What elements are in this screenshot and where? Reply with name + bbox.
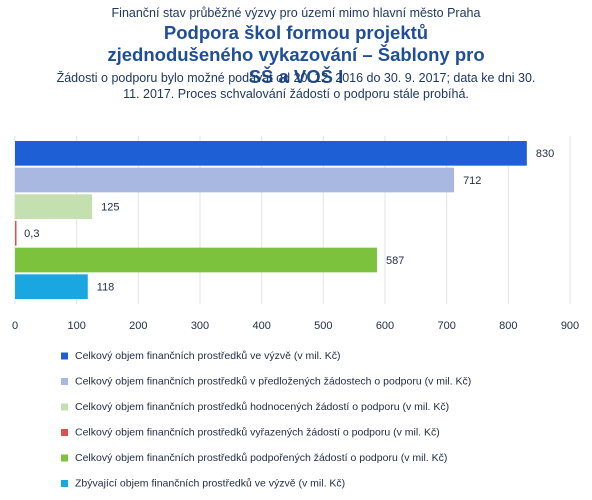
data-label: 0,3 — [24, 228, 39, 240]
legend-label: Zbývající objem finančních prostředků ve… — [75, 477, 345, 489]
bar — [15, 194, 93, 219]
x-tick-label: 900 — [561, 320, 579, 332]
x-tick-label: 400 — [252, 320, 270, 332]
legend-label: Celkový objem finančních prostředků ve v… — [75, 350, 341, 362]
x-tick-label: 800 — [499, 320, 517, 332]
legend-label: Celkový objem finančních prostředků hodn… — [75, 401, 449, 413]
x-tick-label: 700 — [437, 320, 455, 332]
data-label: 125 — [101, 202, 119, 214]
legend-swatch — [61, 454, 68, 462]
note: Žádosti o podporu bylo možné podávat od … — [56, 71, 536, 101]
bar — [15, 221, 17, 246]
bar — [15, 247, 377, 273]
data-label: 118 — [97, 282, 115, 294]
bar — [15, 141, 527, 166]
bar — [15, 274, 88, 299]
legend-label: Celkový objem finančních prostředků podp… — [75, 452, 447, 464]
x-tick-label: 200 — [129, 320, 147, 332]
data-label: 830 — [536, 148, 554, 160]
subtitle: Finanční stav průběžné výzvy pro území m… — [111, 6, 481, 20]
legend-swatch — [61, 378, 68, 385]
legend-swatch — [61, 403, 68, 411]
legend-label: Celkový objem finančních prostředků vyřa… — [75, 426, 440, 438]
x-tick-label: 300 — [191, 320, 209, 332]
legend-swatch — [61, 429, 68, 436]
x-tick-label: 100 — [67, 320, 85, 332]
x-tick-label: 600 — [376, 320, 394, 332]
legend-label: Celkový objem finančních prostředků v př… — [75, 375, 471, 387]
legend-swatch — [61, 352, 68, 360]
data-label: 712 — [463, 175, 481, 187]
x-tick-label: 500 — [314, 320, 332, 332]
data-label: 587 — [386, 255, 404, 267]
bar — [15, 167, 455, 193]
legend-swatch — [61, 480, 68, 487]
chart-title: Podpora škol formou projektů zjednodušen… — [107, 22, 485, 87]
x-tick-label: 0 — [12, 320, 18, 332]
